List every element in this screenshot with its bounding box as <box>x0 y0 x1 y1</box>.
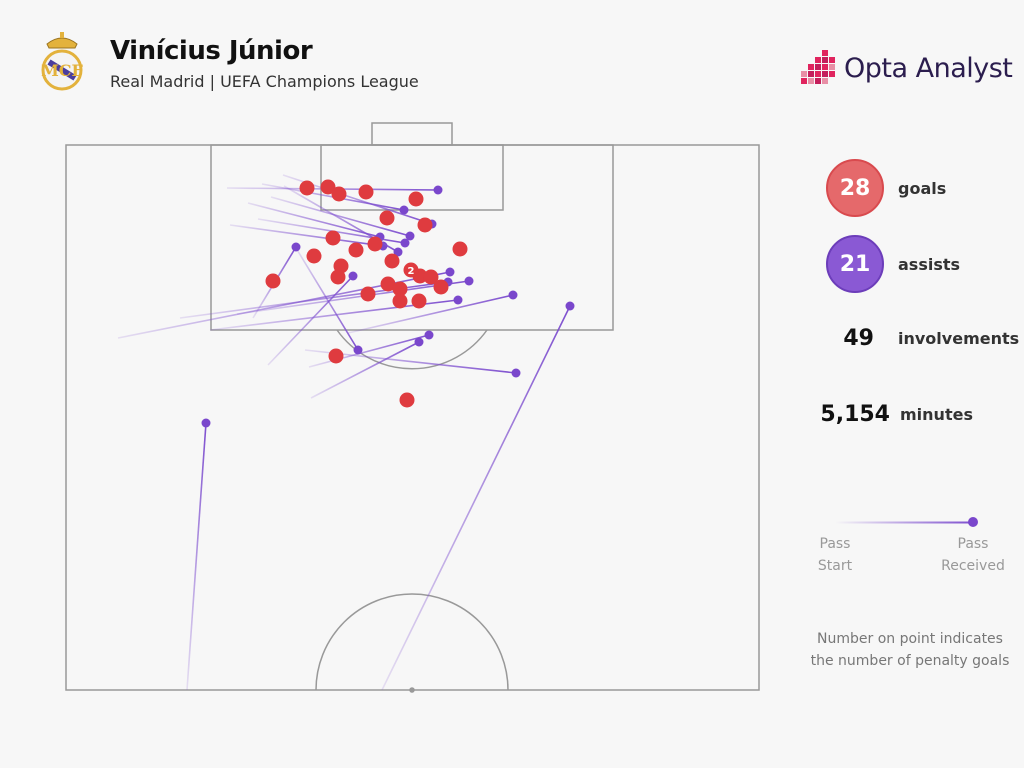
pass-legend <box>835 517 978 527</box>
goal-point <box>330 269 346 285</box>
stat-involvements: 49 involvements <box>800 326 1019 351</box>
opta-logo-icon <box>801 50 835 84</box>
legend-pass-start: Pass Start <box>805 533 865 577</box>
assist-pass-line <box>247 202 381 238</box>
legend-pass-received: Pass Received <box>933 533 1013 577</box>
assist-received-point <box>424 330 434 340</box>
goal-point <box>320 179 336 195</box>
center-circle-arc <box>315 593 509 691</box>
goal-point <box>328 348 344 364</box>
center-spot <box>409 687 415 693</box>
legend-pass-line <box>835 521 973 524</box>
goal-point <box>265 273 281 289</box>
assist-received-point <box>393 247 403 257</box>
assist-received-point <box>353 345 363 355</box>
goal-point <box>358 184 374 200</box>
goals-label: goals <box>898 178 947 198</box>
assist-received-point <box>414 337 424 347</box>
assist-received-point <box>565 301 575 311</box>
note-line2: the number of penalty goals <box>810 653 1010 669</box>
assist-pass-line <box>267 275 354 366</box>
note-line1: Number on point indicates <box>817 631 1003 647</box>
goals-badge: 28 <box>826 159 884 217</box>
goal-point <box>399 392 415 408</box>
assist-received-point <box>201 418 211 428</box>
goal-point <box>411 293 427 309</box>
legend-end-line1: Pass <box>957 536 989 552</box>
brand-name: Opta Analyst <box>844 52 1013 84</box>
assist-received-point <box>348 271 358 281</box>
six-yard-box <box>320 144 504 211</box>
legend-pass-received-dot <box>968 517 978 527</box>
assist-pass-line <box>186 422 207 691</box>
assist-received-point <box>464 276 474 286</box>
minutes-label: minutes <box>900 405 973 424</box>
goal-point <box>306 248 322 264</box>
goal-point <box>423 269 439 285</box>
assist-received-point <box>445 267 455 277</box>
goal-point <box>331 186 347 202</box>
goal-point <box>299 180 315 196</box>
goals-layer: 2 <box>265 179 468 408</box>
goal-point <box>367 236 383 252</box>
legend-start-line1: Pass <box>819 536 851 552</box>
penalty-goal-count-label: 2 <box>408 266 415 277</box>
penalty-note: Number on point indicates the number of … <box>810 628 1010 672</box>
assist-received-point <box>453 295 463 305</box>
page-title: Vinícius Júnior <box>110 36 313 66</box>
goal-point <box>403 262 419 278</box>
assist-pass-line <box>179 281 449 319</box>
opta-analyst-logo: Opta Analyst <box>798 48 1013 88</box>
goal-frame <box>371 122 453 146</box>
goal-point <box>325 230 341 246</box>
assist-pass-line <box>310 341 420 399</box>
goal-point <box>380 276 396 292</box>
goal-point <box>392 281 408 297</box>
assist-received-point <box>399 205 409 215</box>
pitch-markings <box>65 122 760 693</box>
assist-received-point <box>433 185 443 195</box>
goal-point <box>417 217 433 233</box>
pitch-outline <box>65 144 760 691</box>
real-madrid-crest-icon: MCF <box>41 32 84 91</box>
penalty-arc <box>336 329 488 370</box>
page-subtitle: Real Madrid | UEFA Champions League <box>110 72 419 91</box>
assist-received-point <box>511 368 521 378</box>
goal-point <box>408 191 424 207</box>
goal-point <box>384 253 400 269</box>
assists-layer <box>117 174 575 691</box>
assist-pass-line <box>295 247 359 351</box>
assist-received-point <box>508 290 518 300</box>
goal-point <box>379 210 395 226</box>
minutes-value: 5,154 <box>820 402 890 427</box>
goal-point <box>433 279 449 295</box>
legend-start-line2: Start <box>817 558 853 574</box>
assist-pass-line <box>236 280 470 315</box>
assist-pass-line <box>347 294 514 334</box>
stat-goals: 28 goals <box>826 159 946 217</box>
goal-point <box>360 286 376 302</box>
goal-point <box>348 242 364 258</box>
assist-pass-line <box>229 224 384 247</box>
assist-pass-line <box>308 334 430 368</box>
assist-received-point <box>400 238 410 248</box>
assist-pass-line <box>270 196 411 237</box>
goal-point <box>392 293 408 309</box>
stat-minutes: 5,154 minutes <box>800 402 973 427</box>
goal-point <box>452 241 468 257</box>
assist-received-point <box>291 242 301 252</box>
assist-received-point <box>405 231 415 241</box>
assist-pass-line <box>381 305 571 691</box>
involvements-value: 49 <box>843 326 874 351</box>
assists-label: assists <box>898 254 961 274</box>
legend-end-line2: Received <box>941 558 1005 574</box>
involvements-label: involvements <box>898 329 1020 348</box>
assists-badge: 21 <box>826 235 884 293</box>
svg-text:MCF: MCF <box>41 61 83 80</box>
stat-assists: 21 assists <box>826 235 960 293</box>
